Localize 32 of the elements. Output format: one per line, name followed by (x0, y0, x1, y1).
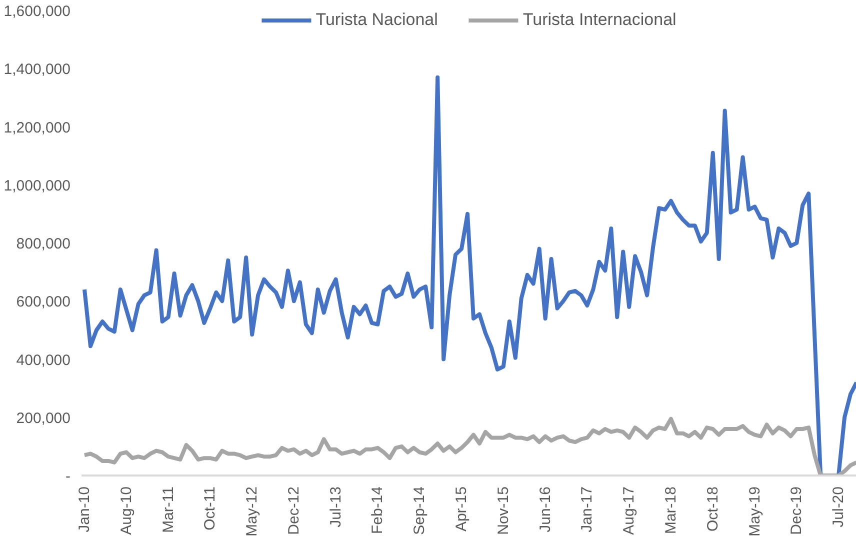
y-tick-label: 1,000,000 (4, 177, 71, 194)
legend-label: Turista Internacional (522, 10, 676, 30)
x-tick-label: Mar-11 (160, 486, 177, 533)
x-tick-label: Jan-17 (578, 486, 596, 532)
line-series (82, 416, 856, 476)
x-tick-label: Aug-17 (620, 486, 638, 535)
y-tick-label: 1,400,000 (4, 61, 71, 78)
y-tick-label: - (66, 468, 71, 485)
x-tick-label: Feb-14 (369, 486, 386, 534)
y-tick-label: 200,000 (16, 410, 71, 427)
x-tick-label: Sep-14 (411, 486, 428, 535)
x-tick-label: Apr-15 (453, 486, 470, 532)
x-tick-label: Oct-11 (202, 486, 219, 530)
x-tick-label: Jan-10 (76, 486, 93, 532)
y-tick-label: 800,000 (16, 236, 71, 252)
x-tick-label: Nov-15 (494, 486, 512, 535)
x-tick-label: Mar-18 (662, 486, 680, 534)
line-series (82, 75, 856, 476)
x-tick-label: Aug-10 (118, 486, 135, 535)
x-tick-label: Dec-12 (285, 486, 302, 535)
x-tick-label: Jun-16 (536, 486, 554, 532)
x-tick-label: Dec-19 (788, 486, 806, 535)
y-tick-label: 600,000 (16, 294, 71, 311)
x-tick-label: Jul-20 (830, 486, 848, 528)
x-tick-label: May-12 (244, 486, 261, 537)
x-tick-label: May-19 (746, 486, 764, 537)
y-tick-label: 1,200,000 (4, 119, 71, 136)
legend-label: Turista Nacional (316, 10, 438, 30)
y-tick-label: 400,000 (16, 352, 71, 369)
y-tick-label: 1,600,000 (4, 3, 71, 20)
x-tick-label: Oct-18 (704, 486, 722, 532)
x-tick-label: Jul-13 (327, 486, 344, 528)
